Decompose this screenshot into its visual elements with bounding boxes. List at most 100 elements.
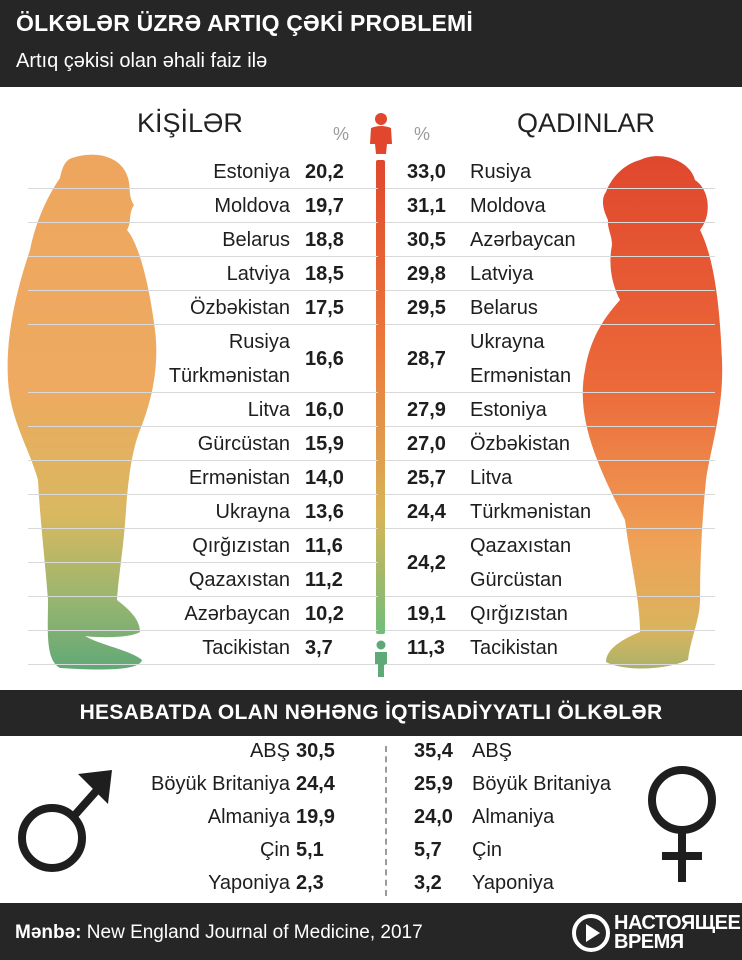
econ-men-value: 19,9 — [296, 806, 335, 828]
row-separator — [28, 290, 378, 291]
econ-men-country: Çin — [259, 839, 290, 861]
econ-men-value: 24,4 — [296, 773, 335, 795]
row-separator — [385, 494, 715, 495]
men-value: 14,0 — [305, 467, 344, 489]
row-separator — [28, 494, 378, 495]
econ-men-value: 2,3 — [296, 872, 324, 894]
women-country-label: Ermənistan — [470, 365, 572, 387]
women-value: 11,3 — [407, 637, 445, 659]
women-country-label: Türkmənistan — [470, 501, 592, 523]
person-small-icon — [375, 640, 387, 677]
men-value: 18,5 — [305, 263, 344, 285]
women-country-label: Özbəkistan — [470, 433, 571, 455]
men-value: 18,8 — [305, 229, 344, 251]
silhouettes-graphic — [7, 154, 723, 670]
row-separator — [385, 290, 715, 291]
row-separator — [385, 664, 715, 665]
page-title: ÖLKƏLƏR ÜZRƏ ARTIQ ÇƏKİ PROBLEMİ — [16, 10, 473, 36]
row-separator — [385, 460, 715, 461]
men-heading: KİŞİLƏR — [137, 108, 243, 138]
women-country-label: Azərbaycan — [470, 229, 576, 251]
men-country-label: Azərbaycan — [184, 603, 290, 625]
women-heading: QADINLAR — [517, 108, 656, 138]
men-country-label: Ukrayna — [215, 501, 290, 523]
men-country-label: Belarus — [222, 229, 290, 251]
row-separator — [28, 528, 378, 529]
row-separator — [28, 562, 378, 563]
men-country-label: Litva — [247, 399, 290, 421]
econ-women-value: 3,2 — [414, 872, 442, 894]
row-separator — [28, 426, 378, 427]
men-value: 19,7 — [305, 195, 344, 217]
men-country-label: Türkmənistan — [168, 365, 290, 387]
econ-women-value: 35,4 — [414, 740, 453, 762]
row-separator — [385, 596, 715, 597]
econ-men-country: Böyük Britaniya — [151, 773, 290, 795]
men-value: 11,2 — [305, 569, 343, 591]
woman-silhouette-icon — [582, 156, 723, 669]
men-country-label: Özbəkistan — [189, 297, 290, 319]
women-country-label: Estoniya — [470, 399, 547, 421]
page-subtitle: Artıq çəkisi olan əhali faiz ilə — [16, 50, 268, 72]
brand-logo: НАСТОЯЩЕЕ ВРЕМЯ — [572, 912, 741, 954]
man-silhouette-icon — [7, 154, 157, 670]
women-country-label: Tacikistan — [470, 637, 558, 659]
women-value: 29,5 — [407, 297, 446, 319]
men-country-label: Ermənistan — [188, 467, 290, 489]
econ-women-country: Böyük Britaniya — [472, 773, 611, 795]
economies-title: HESABATDA OLAN NƏHƏNG İQTİSADİYYATLI ÖLK… — [79, 701, 663, 724]
header: ÖLKƏLƏR ÜZRƏ ARTIQ ÇƏKİ PROBLEMİ Artıq ç… — [0, 0, 742, 87]
brand-line1: НАСТОЯЩЕЕ — [614, 912, 741, 934]
row-separator — [28, 222, 378, 223]
men-country-label: Qırğızıstan — [192, 535, 290, 557]
men-value: 10,2 — [305, 603, 344, 625]
men-value: 11,6 — [305, 535, 343, 557]
women-country-label: Ukrayna — [470, 331, 545, 353]
source-label: Mənbə: — [15, 922, 82, 943]
men-value: 20,2 — [305, 161, 344, 183]
row-separator — [28, 392, 378, 393]
row-separator — [28, 188, 378, 189]
brand-line2: ВРЕМЯ — [614, 931, 684, 953]
person-large-icon — [370, 113, 392, 154]
women-value: 24,2 — [407, 552, 446, 574]
men-country-label: Moldova — [214, 195, 290, 217]
female-symbol-icon — [648, 766, 716, 882]
men-country-label: Estoniya — [213, 161, 290, 183]
men-value: 13,6 — [305, 501, 344, 523]
econ-men-country: ABŞ — [249, 740, 290, 762]
brand-play-icon — [572, 914, 610, 952]
row-separator — [28, 596, 378, 597]
source-line: Mənbə: New England Journal of Medicine, … — [15, 922, 423, 944]
women-value: 29,8 — [407, 263, 446, 285]
men-country-label: Qazaxıstan — [188, 569, 290, 591]
women-percent-header: % — [414, 124, 431, 144]
men-country-label: Rusiya — [228, 331, 290, 353]
men-value: 16,0 — [305, 399, 344, 421]
econ-women-value: 24,0 — [414, 806, 453, 828]
women-value: 27,9 — [407, 399, 446, 421]
men-value: 17,5 — [305, 297, 344, 319]
women-country-label: Litva — [470, 467, 513, 489]
women-value: 28,7 — [407, 348, 446, 370]
row-separator — [385, 426, 715, 427]
row-separator — [28, 460, 378, 461]
women-country-label: Qazaxıstan — [470, 535, 572, 557]
econ-men-value: 30,5 — [296, 740, 335, 762]
men-country-label: Tacikistan — [202, 637, 290, 659]
economies-band: HESABATDA OLAN NƏHƏNG İQTİSADİYYATLI ÖLK… — [0, 690, 742, 736]
econ-men-country: Almaniya — [207, 806, 290, 828]
women-country-label: Belarus — [470, 297, 538, 319]
men-percent-header: % — [333, 124, 350, 144]
women-value: 31,1 — [407, 195, 446, 217]
male-symbol-icon — [18, 770, 112, 872]
men-value: 15,9 — [305, 433, 344, 455]
econ-women-country: Yaponiya — [472, 872, 554, 894]
men-value: 16,6 — [305, 348, 344, 370]
women-value: 25,7 — [407, 467, 446, 489]
source-text: New England Journal of Medicine, 2017 — [81, 922, 423, 943]
women-country-label: Latviya — [470, 263, 534, 285]
economies-divider — [385, 746, 387, 896]
women-value: 24,4 — [407, 501, 446, 523]
percent-scale-bar — [376, 160, 385, 634]
